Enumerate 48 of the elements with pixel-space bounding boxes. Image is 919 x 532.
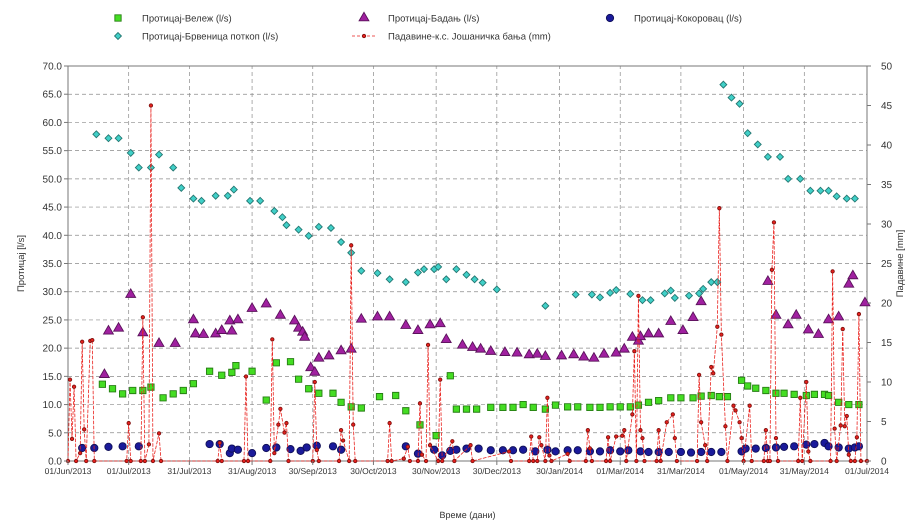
y-tick-label: 70.0 bbox=[42, 62, 62, 72]
x-tick-label: 01/Mar/2014 bbox=[596, 466, 644, 476]
y-tick-label: 45.0 bbox=[42, 202, 62, 214]
x-tick-label: 01/May/2014 bbox=[719, 466, 768, 476]
legend-label: Протицај-Брвеница поткоп (l/s) bbox=[142, 31, 278, 42]
x-tick-label: 30/Jan/2014 bbox=[536, 466, 584, 476]
y-tick-label: 10.0 bbox=[42, 400, 62, 412]
y-tick-label: 55.0 bbox=[42, 146, 62, 158]
x-tick-label: 31/Mar/2014 bbox=[657, 466, 706, 476]
y2-tick-label: 35 bbox=[881, 180, 893, 191]
legend-label: Протицај-Кокоровац (l/s) bbox=[634, 13, 742, 24]
y2-tick-label: 45 bbox=[881, 101, 893, 112]
x-tick-label: 31/Aug/2013 bbox=[228, 466, 276, 476]
x-tick-label: 01/Jun/2013 bbox=[44, 466, 92, 476]
legend-label: Протицај-Вележ (l/s) bbox=[142, 13, 232, 24]
y2-tick-label: 50 bbox=[881, 62, 893, 72]
y-tick-label: 50.0 bbox=[42, 174, 62, 186]
y2-tick-label: 20 bbox=[881, 298, 893, 310]
legend-label: Протицај-Бадањ (l/s) bbox=[388, 13, 480, 24]
legend-label: Падавине-к.с. Јошаничка бања (mm) bbox=[388, 31, 551, 42]
y-tick-label: 20.0 bbox=[42, 344, 62, 355]
y-axis-title: Протицај [l/s] bbox=[16, 234, 27, 292]
x-axis-title: Време (дани) bbox=[440, 510, 496, 520]
x-tick-label: 01/Jul/2014 bbox=[845, 466, 890, 476]
y2-tick-label: 40 bbox=[881, 140, 893, 152]
y2-tick-label: 15 bbox=[881, 338, 893, 349]
y-tick-label: 0.0 bbox=[48, 456, 62, 468]
x-tick-label: 01/Jul/2013 bbox=[106, 466, 151, 476]
x-tick-label: 31/Jul/2013 bbox=[167, 466, 212, 476]
x-tick-label: 30/Sep/2013 bbox=[288, 466, 338, 476]
y2-tick-label: 5 bbox=[881, 417, 887, 428]
y2-tick-label: 10 bbox=[881, 378, 893, 388]
x-tick-label: 31/May/2014 bbox=[780, 466, 830, 476]
y2-axis-title: Падавине [mm] bbox=[895, 230, 906, 298]
y2-tick-label: 0 bbox=[881, 456, 887, 468]
y-tick-label: 60.0 bbox=[42, 118, 62, 129]
y-tick-label: 15.0 bbox=[42, 372, 62, 383]
y-tick-label: 65.0 bbox=[42, 90, 62, 101]
y-tick-label: 30.0 bbox=[42, 287, 62, 298]
y2-tick-label: 25 bbox=[881, 259, 893, 270]
y-tick-label: 25.0 bbox=[42, 315, 62, 326]
x-tick-label: 30/Nov/2013 bbox=[412, 466, 461, 476]
x-tick-label: 30/Dec/2013 bbox=[472, 466, 522, 476]
y-tick-label: 5.0 bbox=[48, 428, 62, 440]
y-tick-label: 40.0 bbox=[42, 230, 62, 242]
y-tick-label: 35.0 bbox=[42, 259, 62, 270]
x-tick-label: 30/Oct/2013 bbox=[350, 466, 397, 476]
y2-tick-label: 30 bbox=[881, 220, 893, 230]
